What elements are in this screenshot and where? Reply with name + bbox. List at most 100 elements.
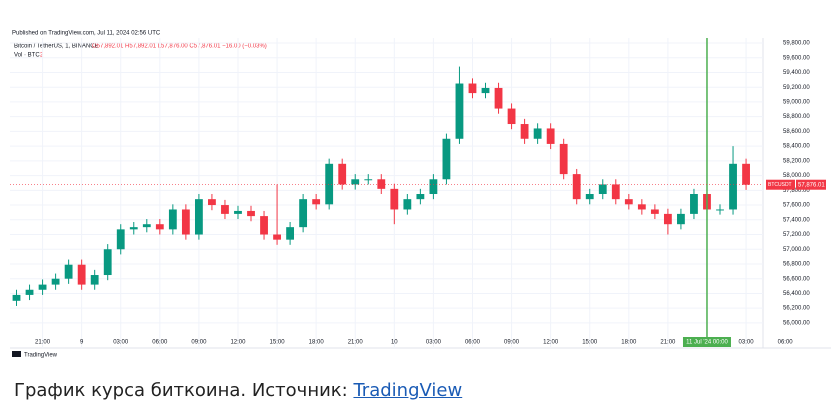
grid: 56,000.00 56,200.00 56,400.00 56,600.00 56,8… [10, 38, 810, 348]
candle-body [25, 289, 34, 295]
candle-body [494, 87, 503, 109]
x-tick-label: 21:00 [35, 340, 51, 346]
candle-body [364, 179, 373, 181]
y-tick-label: 57,800.00 [783, 188, 810, 194]
candle-body [729, 163, 737, 210]
x-tick-label: 18:00 [621, 340, 637, 346]
candle-body [533, 128, 542, 139]
candle-body [742, 163, 750, 185]
candle-body [299, 199, 308, 228]
y-tick-label: 59,400.00 [783, 70, 810, 76]
y-tick-label: 58,600.00 [783, 129, 810, 135]
x-tick-label: 03:00 [739, 340, 755, 346]
x-tick-label: 21:00 [348, 340, 364, 346]
candle-body [416, 194, 425, 200]
y-tick-label: 58,400.00 [783, 144, 810, 150]
x-tick-label: 12:00 [543, 340, 559, 346]
candle-body [38, 284, 47, 290]
y-tick-label: 57,000.00 [783, 247, 810, 253]
y-tick-label: 56,200.00 [783, 306, 810, 312]
candle-body [64, 264, 73, 279]
candle-body [377, 179, 386, 189]
candle-body [338, 163, 347, 185]
y-tick-label: 59,600.00 [783, 55, 810, 61]
caption-link[interactable]: TradingView [353, 380, 463, 401]
footer-logo: TradingView [24, 353, 58, 359]
ticker-bg [766, 179, 795, 190]
overlay: 11 Jul '24 00:00 BTCUSDT 57,876.01 [10, 38, 826, 347]
x-tick-label: 12:00 [230, 340, 246, 346]
candle-body [611, 184, 620, 200]
y-tick-label: 59,000.00 [783, 100, 810, 106]
candle-body [716, 209, 724, 211]
last-price: 57,876.01 [798, 182, 825, 188]
candle-body [455, 83, 464, 139]
volume-value: 2 [40, 53, 44, 59]
candle-body [273, 234, 281, 240]
y-tick-label: 56,800.00 [783, 262, 810, 268]
candle-body [690, 194, 698, 214]
candle-body [286, 227, 295, 240]
candle-body [559, 143, 568, 175]
y-tick-label: 58,000.00 [783, 173, 810, 179]
x-tick-label: 10 [391, 340, 398, 346]
y-tick-label: 59,200.00 [783, 85, 810, 91]
chart: Published on TradingView.com, Jul 11, 20… [10, 30, 831, 359]
candle-body [116, 229, 125, 250]
caption-text: График курса биткоина. Источник: [14, 380, 354, 401]
candle-body [585, 194, 594, 200]
x-tick-label: 15:00 [270, 340, 286, 346]
candle-body [234, 210, 242, 214]
candle-body [390, 188, 399, 210]
candle-body [637, 204, 646, 210]
y-tick-label: 56,000.00 [783, 320, 810, 326]
candle-body [12, 294, 21, 301]
candle-body [663, 213, 672, 225]
candle-body [77, 264, 86, 285]
x-tick-label: 03:00 [113, 340, 129, 346]
candle-body [247, 210, 255, 217]
x-tick-label: 21:00 [660, 340, 676, 346]
candle-body [51, 278, 60, 285]
price-bg [796, 179, 826, 190]
candle-body [572, 174, 581, 200]
candle-body [507, 108, 516, 125]
x-tick-label: 9 [80, 340, 84, 346]
ticker: BTCUSDT [768, 182, 792, 188]
candle-body [442, 138, 451, 180]
candle-body [429, 179, 438, 195]
candle-body [90, 275, 99, 285]
candle-body [650, 209, 659, 214]
candle-body [142, 224, 151, 228]
crosshair-label-bg [682, 337, 731, 347]
candle-body [260, 216, 268, 235]
ohlc: O57,892.01 H57,892.01 L57,876.00 C57,876… [92, 44, 267, 50]
candles [12, 66, 750, 306]
candle-body [520, 124, 529, 139]
x-tick-label: 09:00 [504, 340, 520, 346]
candle-body [312, 199, 321, 205]
y-tick-label: 57,200.00 [783, 232, 810, 238]
candle-body [155, 224, 164, 230]
volume-label: Vol · BTC [14, 53, 40, 59]
candle-body [624, 199, 633, 205]
candle-body [181, 209, 190, 235]
caption: График курса биткоина. Источник: Trading… [14, 380, 462, 401]
candle-body [325, 163, 334, 205]
x-tick-label: 09:00 [191, 340, 207, 346]
y-tick-label: 58,800.00 [783, 114, 810, 120]
candle-body [481, 87, 490, 94]
x-tick-label: 06:00 [465, 340, 481, 346]
x-tick-label: 15:00 [582, 340, 598, 346]
y-tick-label: 56,600.00 [783, 276, 810, 282]
candle-body [168, 209, 177, 230]
candle-body [598, 184, 607, 195]
candle-body [103, 249, 112, 276]
candle-body [403, 199, 412, 210]
symbol: Bitcoin / TetherUS, 1, BINANCE [14, 44, 99, 50]
y-tick-label: 56,400.00 [783, 291, 810, 297]
candle-body [546, 128, 555, 144]
y-tick-label: 59,800.00 [783, 41, 810, 47]
logo-icon [12, 351, 21, 357]
